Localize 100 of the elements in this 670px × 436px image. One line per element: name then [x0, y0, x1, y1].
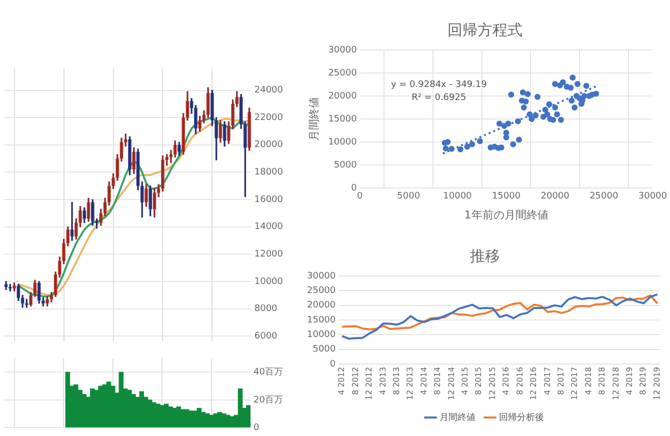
y-tick-label: 25000 — [306, 286, 336, 296]
point — [574, 81, 581, 88]
point — [534, 94, 540, 100]
bar — [172, 408, 177, 428]
point — [544, 111, 550, 118]
point — [593, 90, 600, 97]
x-tick-label: 4 2016 — [502, 366, 511, 395]
annotation: R² = 0.6925 — [412, 92, 466, 103]
point — [476, 138, 483, 144]
x-tick-label: 8 2012 — [350, 366, 360, 395]
legend-label: 回帰分析後 — [499, 412, 544, 423]
bar — [230, 416, 234, 428]
x-tick-label: 4 2017 — [542, 366, 552, 395]
y-tick-label: 5000 — [334, 160, 358, 170]
x-tick-label: 12 2014 — [446, 366, 456, 400]
point — [546, 101, 552, 108]
point — [528, 116, 535, 122]
y-tick-label: 0 — [254, 422, 260, 433]
y-tick-label: 25000 — [328, 68, 358, 78]
point — [568, 84, 574, 91]
point — [520, 89, 526, 96]
x-tick-label: 12 2019 — [652, 366, 662, 400]
y-tick-label: 18000 — [254, 168, 284, 178]
chart-title: 推移 — [470, 246, 500, 265]
x-tick-label: 4 2019 — [625, 366, 634, 395]
y-tick-label: 8000 — [254, 304, 278, 314]
point — [554, 111, 560, 118]
bar — [156, 404, 160, 428]
y-tick-label: 30000 — [306, 271, 336, 282]
x-tick-label: 12 2016 — [529, 366, 538, 400]
point — [526, 111, 533, 118]
y-tick-label: 14000 — [254, 222, 284, 232]
x-tick-label: 20000 — [540, 192, 570, 202]
x-tick-label: 8 2015 — [474, 366, 484, 395]
point — [496, 120, 502, 127]
point — [552, 104, 558, 110]
x-tick-label: 30000 — [638, 192, 668, 202]
y-tick-label: 40百万 — [254, 368, 283, 378]
y-tick-label: 12000 — [254, 250, 284, 260]
point — [532, 112, 539, 118]
point — [560, 79, 566, 86]
bar — [192, 410, 198, 428]
y-tick-label: 10000 — [328, 137, 358, 148]
point — [581, 93, 588, 99]
point — [558, 116, 564, 123]
x-tick-label: 12 2017 — [570, 366, 580, 400]
legend-label: 月間終値 — [440, 412, 476, 423]
bar — [118, 372, 124, 428]
point — [516, 136, 522, 143]
y-tick-label: 20百万 — [254, 395, 283, 406]
point — [508, 92, 514, 98]
point — [552, 81, 558, 88]
x-tick-label: 12 2018 — [611, 366, 620, 400]
bar — [98, 386, 103, 428]
x-tick-label: 8 2013 — [392, 366, 401, 395]
point — [542, 106, 548, 113]
x-tick-label: 12 2015 — [488, 366, 497, 400]
y-tick-label: 10000 — [306, 330, 336, 340]
y-axis-title: 月間終値 — [307, 97, 320, 141]
y-tick-label: 15000 — [328, 114, 358, 124]
x-tick-label: 15000 — [492, 192, 521, 202]
x-axis-title: 1年前の月間終値 — [464, 208, 548, 222]
point — [568, 98, 575, 104]
y-tick-label: 20000 — [254, 140, 284, 150]
y-tick-label: 20000 — [328, 91, 358, 102]
point — [550, 116, 556, 123]
point — [469, 141, 476, 148]
bar — [82, 394, 87, 428]
point — [457, 146, 464, 152]
y-tick-label: 24000 — [254, 86, 284, 96]
x-tick-label: 8 2017 — [556, 366, 566, 395]
x-tick-label: 25000 — [590, 192, 618, 202]
point — [520, 104, 527, 110]
x-tick-label: 5000 — [397, 192, 420, 202]
x-tick-label: 4 2015 — [460, 366, 470, 395]
point — [570, 74, 576, 81]
point — [572, 104, 578, 110]
y-tick-label: 6000 — [254, 331, 278, 342]
x-tick-label: 4 2018 — [584, 366, 593, 395]
chart-title: 回帰方程式 — [448, 20, 522, 39]
y-tick-label: 22000 — [254, 112, 284, 123]
point — [510, 141, 516, 148]
x-tick-label: 4 2014 — [419, 366, 428, 395]
x-tick-label: 10000 — [443, 192, 472, 202]
point — [522, 98, 529, 105]
point — [448, 146, 455, 152]
x-tick-label: 12 2012 — [364, 366, 374, 400]
x-tick-label: 8 2018 — [598, 366, 607, 395]
x-tick-label: 8 2019 — [638, 366, 648, 395]
y-tick-label: 10000 — [254, 276, 284, 287]
bar — [246, 405, 251, 428]
x-tick-label: 8 2016 — [515, 366, 524, 395]
point — [442, 145, 449, 152]
y-tick-label: 20000 — [306, 300, 336, 311]
x-tick-label: 12 2013 — [406, 366, 415, 400]
point — [505, 120, 512, 127]
y-tick-label: 0 — [351, 183, 358, 194]
x-tick-label: 8 2014 — [433, 366, 442, 395]
y-tick-label: 0 — [330, 359, 336, 370]
point — [514, 118, 521, 124]
